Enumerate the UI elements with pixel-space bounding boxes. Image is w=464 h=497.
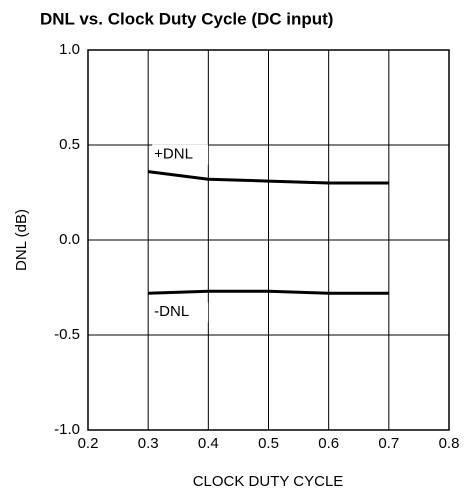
y-tick-label: 1.0: [59, 41, 80, 58]
x-tick-label: 0.2: [78, 435, 99, 452]
y-tick-label: 0.0: [59, 231, 80, 248]
y-tick-label: -0.5: [54, 326, 80, 343]
y-tick-label: 0.5: [59, 136, 80, 153]
series-label: +DNL: [154, 146, 193, 163]
chart-title: DNL vs. Clock Duty Cycle (DC input): [40, 9, 333, 28]
x-tick-label: 0.3: [138, 435, 159, 452]
x-tick-label: 0.7: [378, 435, 399, 452]
x-tick-label: 0.4: [198, 435, 219, 452]
plot-frame: [87, 49, 450, 431]
x-axis-label: CLOCK DUTY CYCLE: [193, 473, 344, 490]
x-tick-label: 0.6: [318, 435, 339, 452]
series-line: [148, 289, 389, 295]
x-tick-label: 0.5: [258, 435, 279, 452]
series-label: -DNL: [154, 303, 189, 320]
y-tick-label: -1.0: [54, 421, 80, 438]
y-axis-label: DNL (dB): [13, 209, 30, 271]
label-bg: [152, 302, 209, 323]
series-line: [147, 170, 389, 185]
x-tick-label: 0.8: [439, 435, 460, 452]
label-bg: [152, 144, 209, 165]
